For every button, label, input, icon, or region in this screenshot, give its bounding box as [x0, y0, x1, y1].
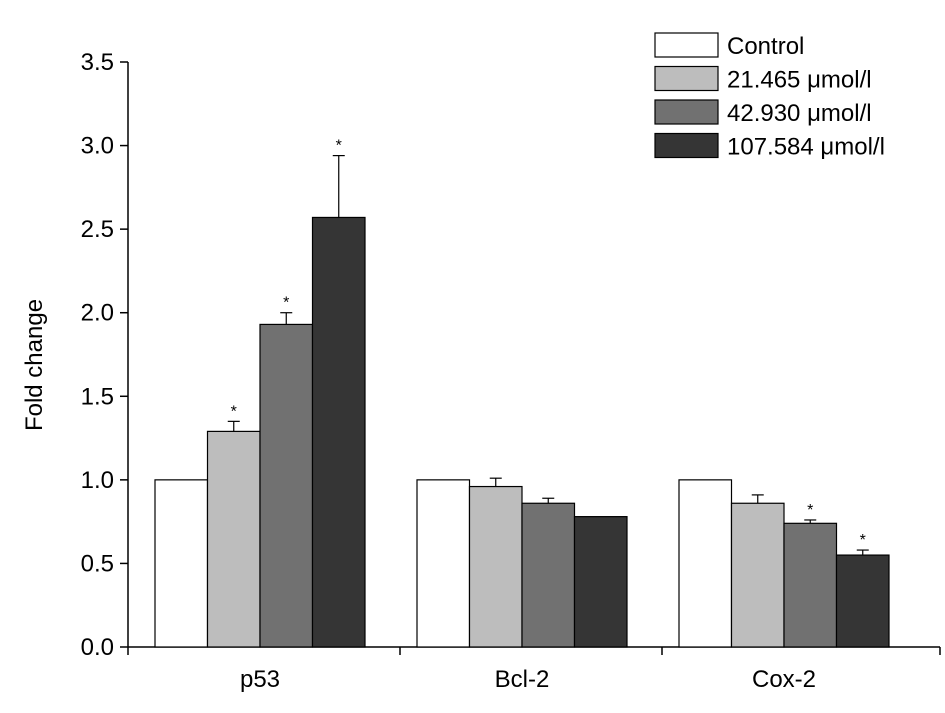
legend-label: 42.930 μmol/l	[727, 100, 872, 127]
bar	[573, 516, 628, 648]
legend-swatch	[654, 32, 719, 58]
y-tick-label: 2.5	[81, 216, 114, 243]
significance-marker: *	[860, 532, 866, 549]
y-tick-label: 1.5	[81, 383, 114, 410]
legend-label: 107.584 μmol/l	[727, 134, 885, 161]
bar	[259, 323, 314, 648]
y-tick-label: 0.0	[81, 634, 114, 661]
legend-swatch	[654, 99, 719, 125]
bar	[783, 522, 838, 648]
bar	[311, 216, 366, 648]
bar	[835, 554, 890, 648]
legend-swatch	[654, 132, 719, 159]
y-axis-label: Fold change	[21, 299, 48, 431]
y-tick-label: 3.0	[81, 133, 114, 160]
bar	[154, 479, 209, 648]
bar	[730, 502, 785, 648]
legend-label: Control	[727, 33, 804, 60]
y-tick-label: 3.5	[81, 49, 114, 76]
significance-marker: *	[336, 138, 342, 155]
bar	[521, 502, 576, 648]
significance-marker: *	[231, 403, 237, 420]
x-tick-label: Bcl-2	[495, 666, 550, 693]
y-tick-label: 0.5	[81, 550, 114, 577]
x-tick-label: Cox-2	[752, 666, 816, 693]
legend-swatch	[654, 65, 719, 92]
bar	[468, 485, 523, 648]
bar	[416, 479, 471, 648]
significance-marker: *	[283, 295, 289, 312]
bar	[206, 430, 261, 648]
y-tick-label: 1.0	[81, 467, 114, 494]
y-tick-label: 2.0	[81, 300, 114, 327]
x-tick-label: p53	[240, 666, 280, 693]
legend-label: 21.465 μmol/l	[727, 67, 872, 94]
bar	[678, 479, 733, 648]
significance-marker: *	[807, 502, 813, 519]
